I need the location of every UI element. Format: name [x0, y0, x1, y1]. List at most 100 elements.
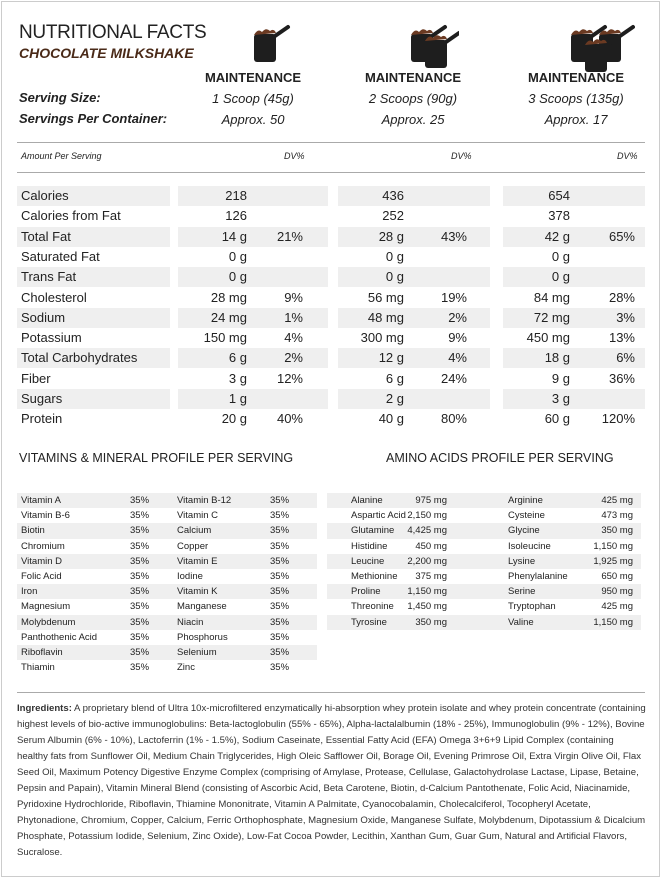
amino-acid-row: Tyrosine 350 mg Valine 1,150 mg: [327, 614, 641, 630]
amino-acid-name: Aspartic Acid: [351, 510, 406, 522]
amino-acid-name: Phenylalanine: [508, 570, 568, 582]
amino-acid-value: 650 mg: [601, 570, 633, 582]
vitamin-value: 35%: [130, 525, 150, 537]
amino-acid-row: Aspartic Acid 2,150 mg Cysteine 473 mg: [327, 508, 641, 523]
column-name: MAINTENANCE: [204, 70, 302, 85]
vitamin-value: 35%: [130, 631, 150, 643]
divider: [17, 142, 645, 143]
nutrient-dv: [253, 247, 303, 267]
amino-acid-row: Glutamine 4,425 mg Glycine 350 mg: [327, 523, 641, 539]
nutrient-row: Trans Fat 0 g 0 g 0 g: [17, 267, 645, 288]
nutrient-label: Protein: [21, 411, 63, 427]
vitamin-name: Manganese: [177, 601, 227, 613]
nutrient-dv: 12%: [276, 370, 303, 386]
dv-header: DV%: [284, 151, 305, 161]
nutrient-value: 0 g: [551, 269, 570, 285]
nutrient-value: 0 g: [385, 269, 404, 285]
amino-acid-name: Cysteine: [508, 510, 545, 522]
nutrient-value: 378: [548, 208, 570, 224]
value-cell: [178, 226, 328, 247]
amino-acid-name: Glutamine: [351, 525, 395, 537]
value-cell: [338, 186, 490, 206]
nutrient-value: 84 mg: [533, 289, 570, 305]
vitamin-value: 35%: [270, 510, 290, 522]
nutrient-value: 2 g: [385, 391, 404, 406]
vitamin-value: 35%: [270, 586, 290, 598]
serving-size-label: Serving Size:: [19, 90, 101, 105]
nutrient-label: Calories: [17, 186, 170, 206]
nutrient-value: 150 mg: [203, 330, 247, 346]
nutrient-dv: 4%: [284, 330, 303, 346]
vitamin-value: 35%: [270, 601, 290, 613]
vitamin-value: 35%: [270, 631, 290, 643]
nutrient-value: 1 g: [228, 391, 247, 406]
amino-acid-name: Tyrosine: [351, 616, 387, 628]
amino-acid-name: Leucine: [351, 555, 385, 567]
nutrient-dv: 1%: [284, 309, 303, 325]
column-name: MAINTENANCE: [364, 70, 462, 85]
nutrient-row: Protein 20 g 40% 40 g 80% 60 g 120%: [17, 409, 645, 429]
nutrient-label: Saturated Fat: [21, 248, 100, 264]
vitamin-name: Iron: [21, 586, 38, 598]
nutrient-value: 218: [225, 188, 247, 203]
vitamin-row: Riboflavin 35% Selenium 35%: [17, 644, 317, 661]
amino-acid-value: 425 mg: [601, 495, 633, 506]
value-cell: [338, 307, 490, 328]
amino-acid-name: Histidine: [351, 540, 388, 552]
vitamin-name: Chromium: [21, 540, 65, 552]
servings-per-container-value: Approx. 50: [221, 112, 285, 127]
value-cell: [338, 389, 490, 409]
divider: [17, 692, 645, 693]
vitamin-row: Vitamin A 35% Vitamin B-12 35%: [17, 493, 317, 509]
nutrient-dv: [417, 389, 467, 409]
value-cell: [338, 226, 490, 247]
vitamin-row: Biotin 35% Calcium 35%: [17, 523, 317, 539]
vitamin-name: Selenium: [177, 646, 217, 658]
vitamin-value: 35%: [130, 510, 150, 522]
vitamin-value: 35%: [130, 646, 150, 658]
nutrient-dv: 4%: [448, 350, 467, 366]
amino-acid-row: Threonine 1,450 mg Tryptophan 425 mg: [327, 599, 641, 614]
nutrient-row: Sugars 1 g 2 g 3 g: [17, 389, 645, 409]
vitamin-name: Molybdenum: [21, 616, 76, 628]
nutrient-label: Total Fat: [17, 226, 170, 247]
vitamin-row: Chromium 35% Copper 35%: [17, 539, 317, 554]
nutrient-value: 300 mg: [360, 330, 404, 346]
nutrient-dv: 9%: [284, 289, 303, 305]
nutrient-dv: 21%: [276, 228, 303, 244]
vitamin-name: Thiamin: [21, 662, 55, 674]
nutrient-dv: [585, 267, 635, 287]
nutrient-label: Sodium: [17, 307, 170, 328]
nutrient-dv: 80%: [440, 411, 467, 427]
amino-acid-value: 4,425 mg: [407, 525, 447, 537]
nutrient-row: Total Carbohydrates 6 g 2% 12 g 4% 18 g 6%: [17, 348, 645, 369]
vitamin-value: 35%: [270, 525, 290, 537]
dv-header: DV%: [617, 151, 638, 161]
nutrient-dv: [417, 267, 467, 287]
amino-table: Alanine 975 mg Arginine 425 mg Aspartic Acid…: [327, 493, 641, 630]
nutrient-value: 28 mg: [210, 289, 247, 305]
vitamin-name: Vitamin B-12: [177, 495, 232, 506]
nutrient-dv: 40%: [276, 411, 303, 427]
nutrient-value: 126: [225, 208, 247, 224]
nutrient-value: 56 mg: [367, 289, 404, 305]
value-cell: [178, 267, 328, 288]
vitamin-value: 35%: [270, 616, 290, 628]
amino-acid-name: Proline: [351, 586, 381, 598]
vitamin-value: 35%: [130, 601, 150, 613]
nutrient-row: Fiber 3 g 12% 6 g 24% 9 g 36%: [17, 369, 645, 389]
vitamin-value: 35%: [130, 662, 150, 674]
nutrient-dv: 6%: [616, 350, 635, 366]
vitamin-row: Panthothenic Acid 35% Phosphorus 35%: [17, 630, 317, 645]
amino-acid-row: Histidine 450 mg Isoleucine 1,150 mg: [327, 539, 641, 554]
value-cell: [178, 307, 328, 328]
amino-acid-value: 1,450 mg: [407, 601, 447, 613]
nutrient-dv: [253, 206, 303, 226]
vitamin-name: Vitamin C: [177, 510, 219, 522]
vitamin-name: Zinc: [177, 662, 195, 674]
vitamin-name: Biotin: [21, 525, 45, 537]
nutrient-value: 40 g: [378, 411, 404, 427]
column-name: MAINTENANCE: [527, 70, 625, 85]
vitamins-title: VITAMINS & MINERAL PROFILE PER SERVING: [19, 451, 294, 465]
nutrient-dv: [585, 186, 635, 206]
